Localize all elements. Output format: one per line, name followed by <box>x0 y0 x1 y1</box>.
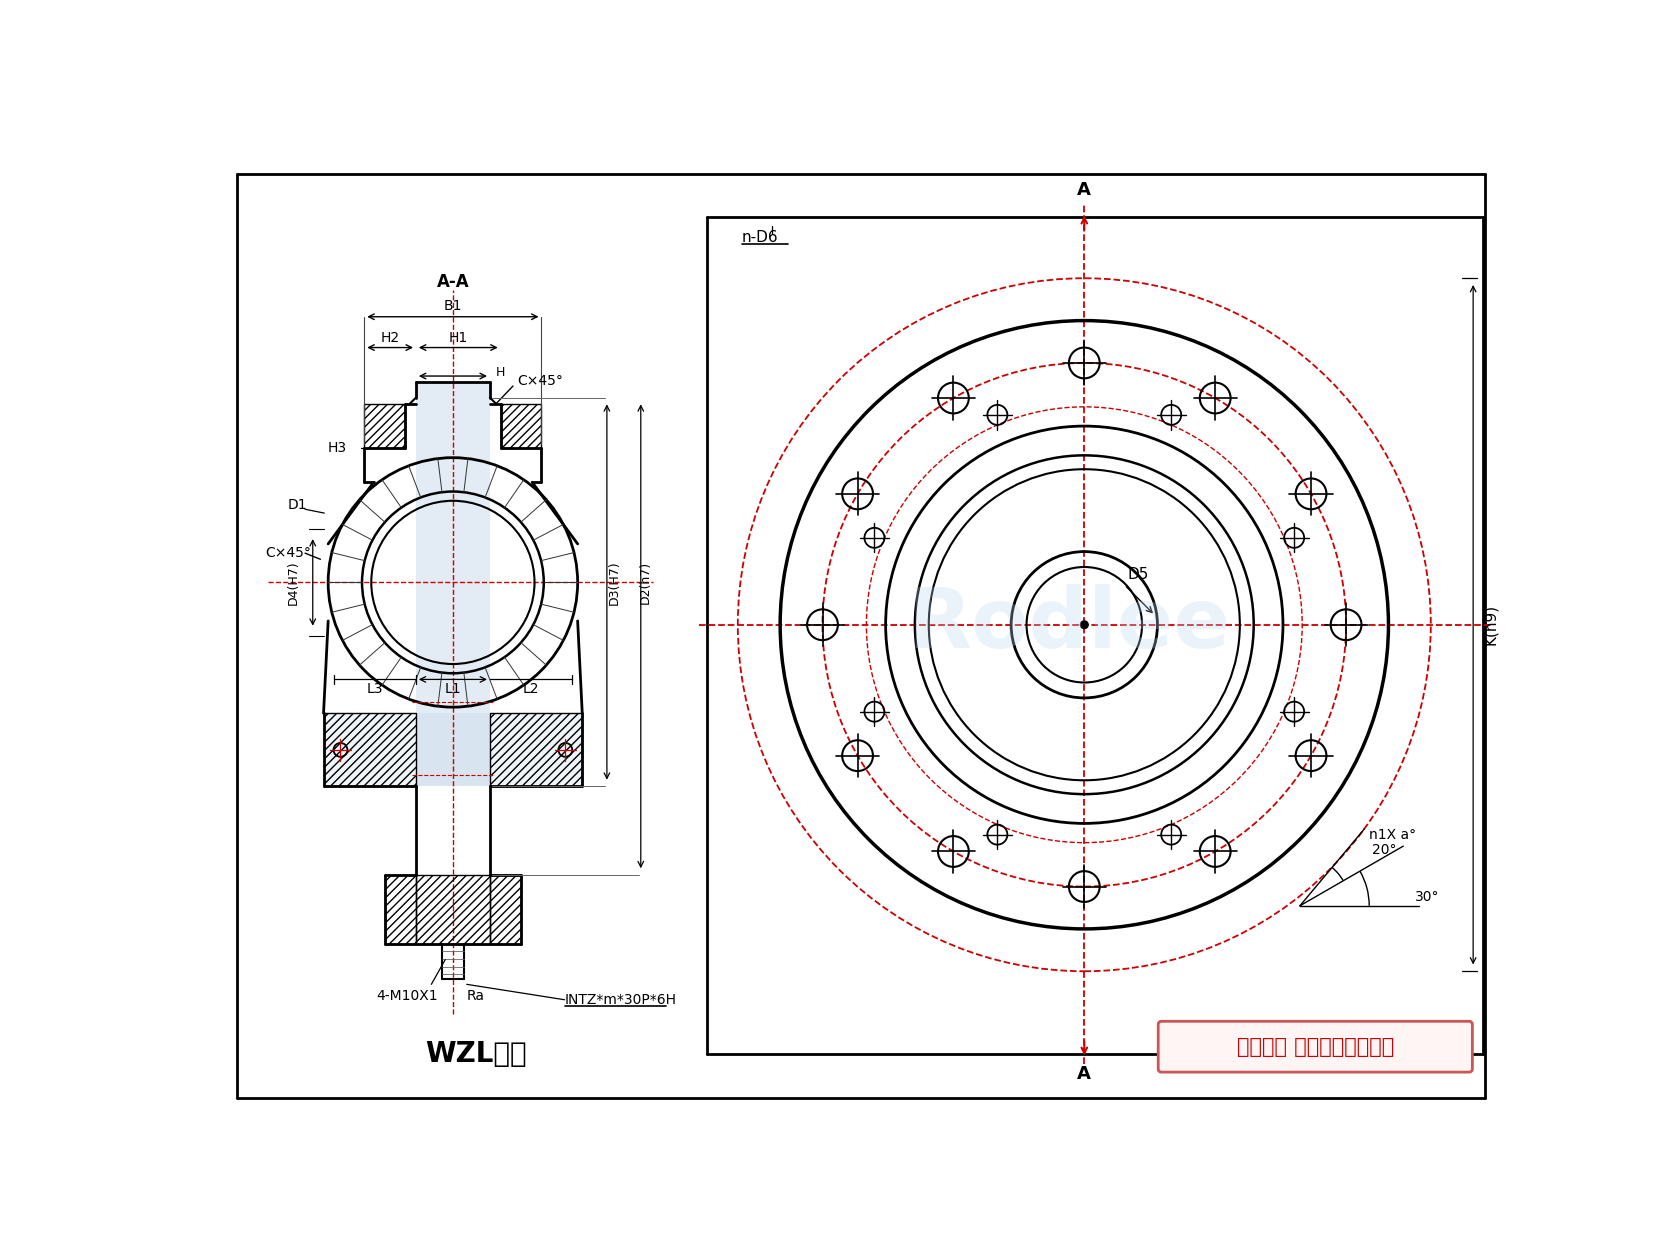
Text: C×45°: C×45° <box>265 546 311 561</box>
Text: H2: H2 <box>381 330 400 344</box>
Text: 20°: 20° <box>1373 843 1396 857</box>
Text: WZL系列: WZL系列 <box>425 1040 528 1067</box>
Text: B1: B1 <box>444 299 462 312</box>
Text: INTZ*m*30P*6H: INTZ*m*30P*6H <box>564 993 677 1007</box>
Text: A: A <box>1077 1065 1092 1082</box>
Text: 30°: 30° <box>1415 890 1440 903</box>
Text: K(h9): K(h9) <box>1483 605 1499 645</box>
Text: H1: H1 <box>449 330 469 344</box>
Polygon shape <box>324 713 583 786</box>
Bar <box>385 874 417 944</box>
Text: D3(H7): D3(H7) <box>608 561 622 605</box>
Text: A: A <box>1077 180 1092 199</box>
Text: D5: D5 <box>1127 567 1149 582</box>
Bar <box>324 713 417 786</box>
Text: Rodlee: Rodlee <box>907 585 1230 665</box>
Text: n-D6: n-D6 <box>741 229 778 244</box>
Text: 4-M10X1: 4-M10X1 <box>376 989 437 1003</box>
Text: Ra: Ra <box>467 989 486 1003</box>
Text: D2(h7): D2(h7) <box>638 561 652 604</box>
Text: C×45°: C×45° <box>517 374 563 388</box>
Text: L1: L1 <box>445 682 462 696</box>
Polygon shape <box>417 382 491 786</box>
Text: D4(H7): D4(H7) <box>287 561 301 605</box>
Bar <box>417 874 491 944</box>
Text: H: H <box>496 365 506 379</box>
Bar <box>491 713 583 786</box>
Text: D1: D1 <box>287 499 307 513</box>
Text: 版权所有 侵权必被严厉追究: 版权所有 侵权必被严厉追究 <box>1236 1037 1394 1057</box>
Text: L2: L2 <box>522 682 539 696</box>
Text: L3: L3 <box>366 682 383 696</box>
Text: A-A: A-A <box>437 273 469 291</box>
Circle shape <box>1080 621 1089 629</box>
Bar <box>501 403 541 447</box>
Text: H3: H3 <box>328 441 348 455</box>
FancyBboxPatch shape <box>1158 1022 1472 1072</box>
Bar <box>491 874 521 944</box>
Text: n1X a°: n1X a° <box>1369 828 1416 842</box>
Bar <box>365 403 405 447</box>
